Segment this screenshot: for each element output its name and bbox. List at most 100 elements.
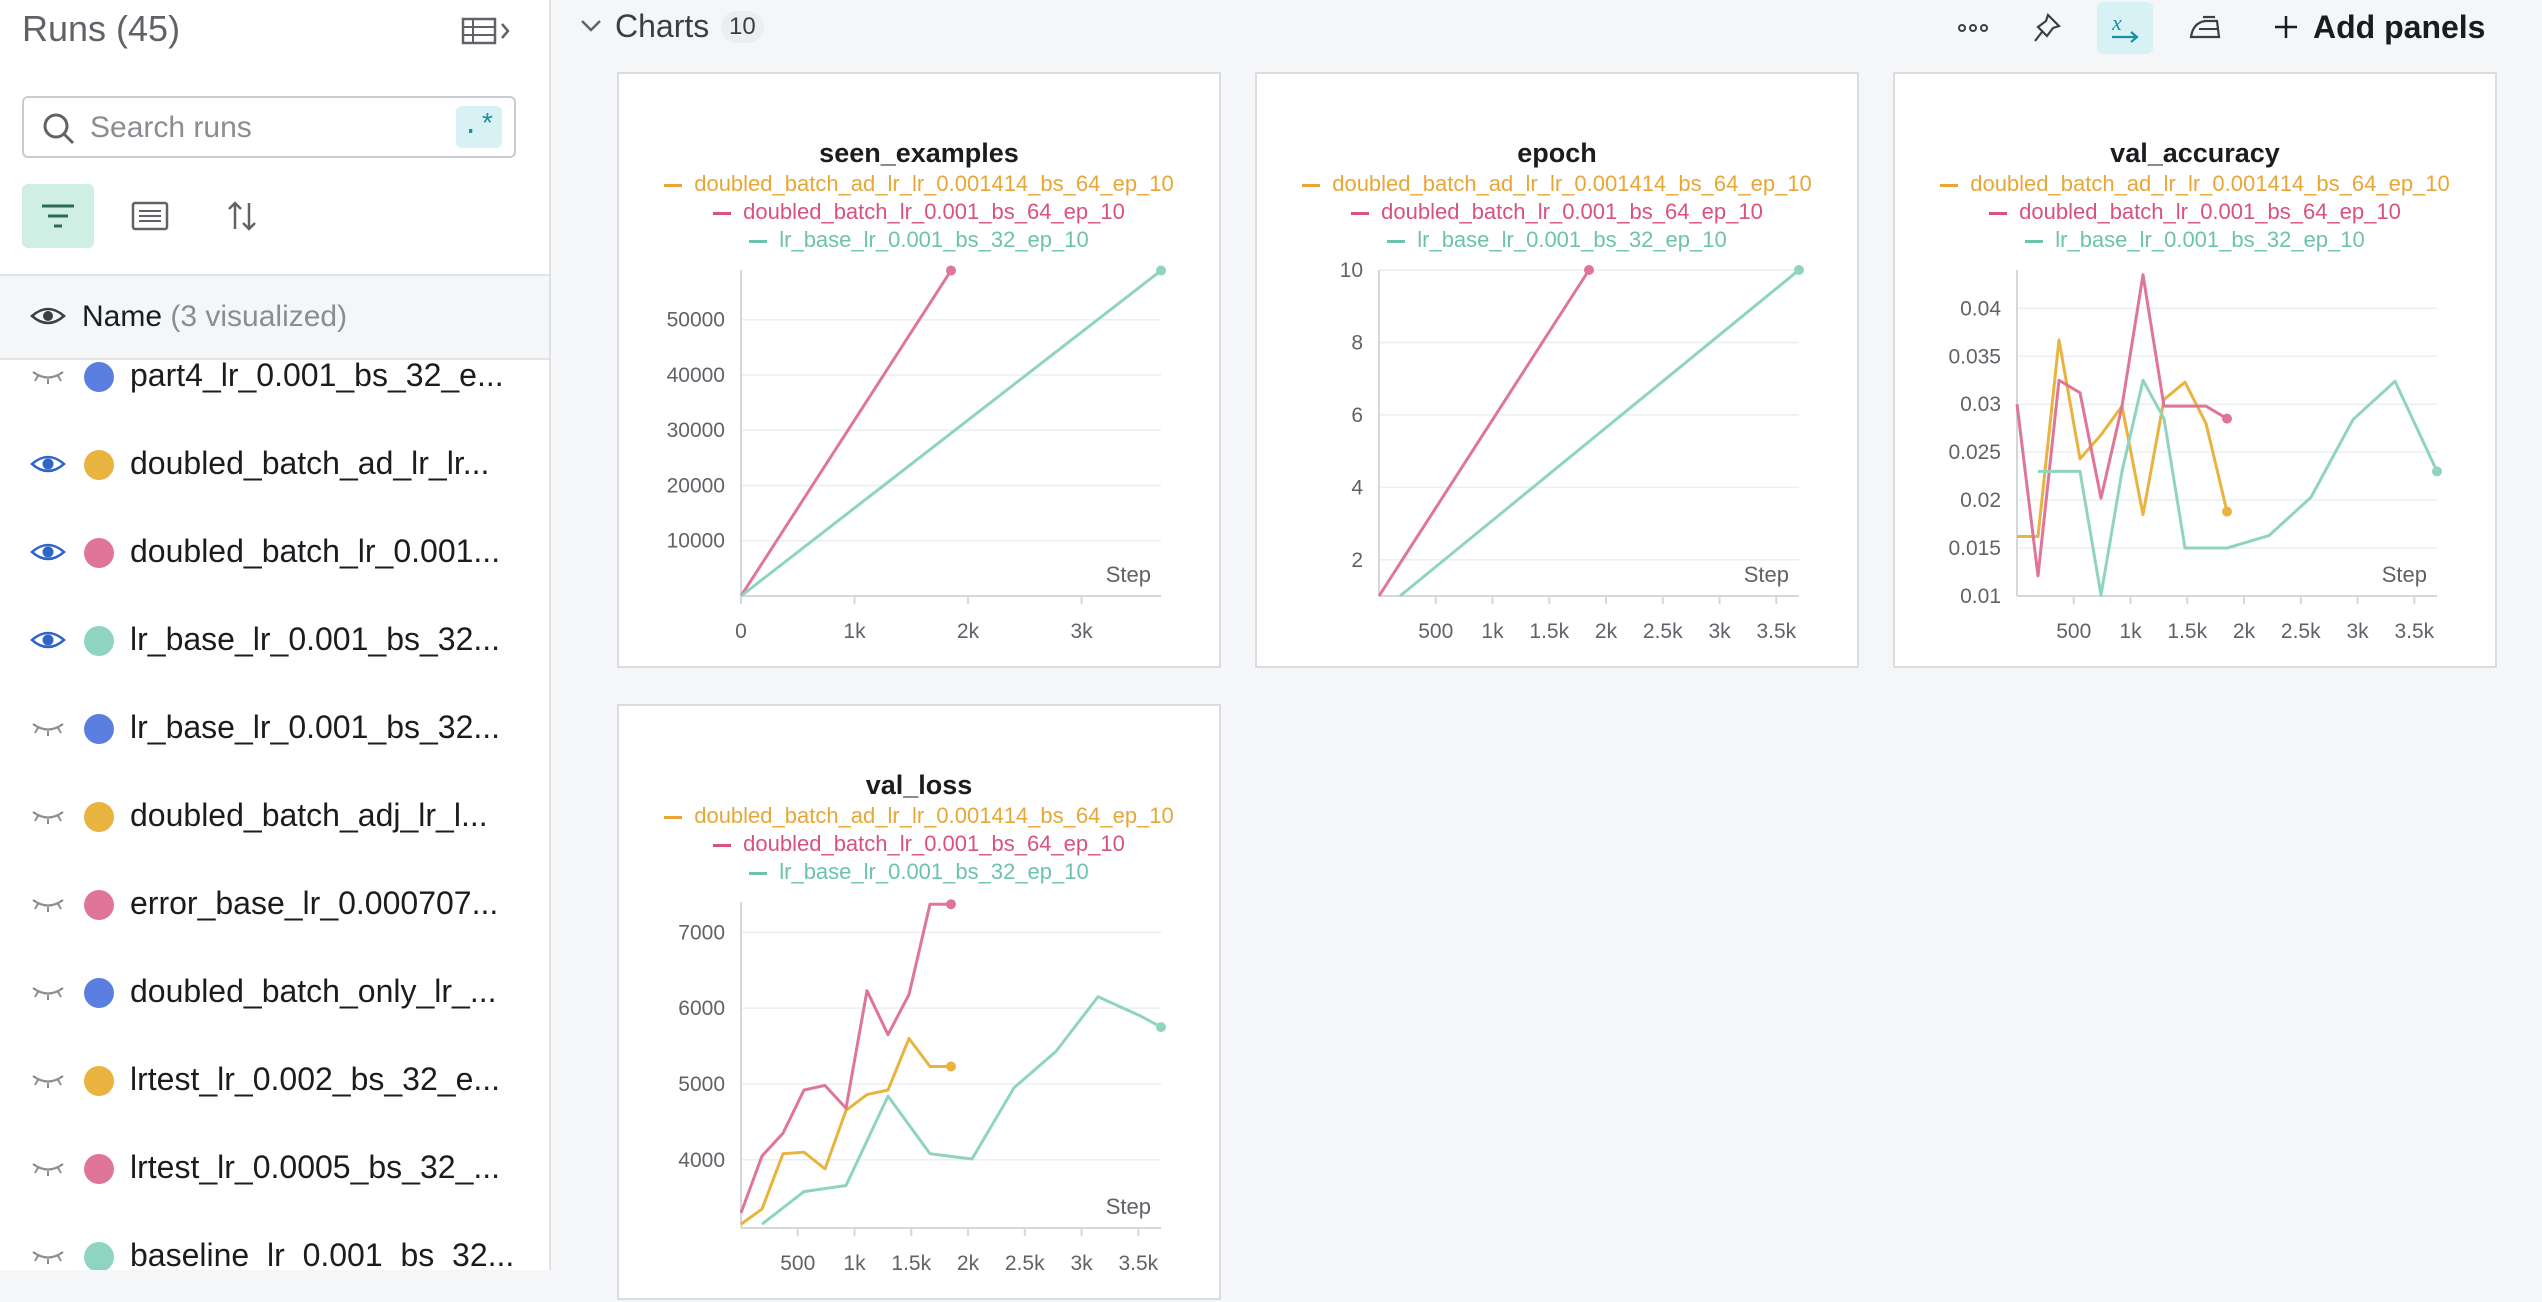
y-tick-label: 6: [1351, 404, 1363, 427]
run-row[interactable]: error_base_lr_0.000707...: [0, 861, 549, 949]
run-color-swatch[interactable]: [84, 978, 114, 1008]
run-color-swatch[interactable]: [84, 362, 114, 392]
chart-panel-val-loss[interactable]: val_loss doubled_batch_ad_lr_lr_0.001414_…: [617, 704, 1221, 1300]
eye-open-icon[interactable]: [30, 451, 66, 482]
chart-plot[interactable]: 10000 20000 30000 40000 50000 0 1k 2k 3k Step: [619, 74, 1223, 670]
group-button[interactable]: [114, 184, 186, 248]
eye-closed-icon[interactable]: [30, 715, 66, 746]
run-row[interactable]: lr_base_lr_0.001_bs_32...: [0, 685, 549, 773]
chart-panel-epoch[interactable]: epoch doubled_batch_ad_lr_lr_0.001414_bs_…: [1255, 72, 1859, 668]
run-color-swatch[interactable]: [84, 890, 114, 920]
x-tick-label: 2k: [957, 620, 980, 643]
charts-workspace: Charts 10 x Add panels seen_examples doub…: [551, 0, 2542, 1300]
series-line: [1377, 269, 1591, 597]
legend-item[interactable]: doubled_batch_lr_0.001_bs_64_ep_10: [1895, 198, 2495, 226]
run-name[interactable]: lr_base_lr_0.001_bs_32...: [130, 709, 501, 745]
run-color-swatch[interactable]: [84, 450, 114, 480]
legend-swatch: [1940, 183, 1959, 187]
run-color-swatch[interactable]: [84, 538, 114, 568]
series-line: [740, 1036, 951, 1226]
legend-label: lr_base_lr_0.001_bs_32_ep_10: [779, 859, 1089, 884]
x-axis-label: Step: [1744, 562, 1789, 587]
y-tick-label: 5000: [678, 1073, 725, 1096]
x-tick-label: 3.5k: [1756, 620, 1796, 643]
run-row[interactable]: doubled_batch_ad_lr_lr...: [0, 421, 549, 509]
run-color-swatch[interactable]: [84, 626, 114, 656]
legend-swatch: [1387, 239, 1406, 243]
run-name[interactable]: doubled_batch_ad_lr_lr...: [130, 445, 490, 481]
run-row[interactable]: baseline_lr_0.001_bs_32...: [0, 1213, 549, 1270]
run-row[interactable]: part4_lr_0.001_bs_32_e...: [0, 333, 549, 421]
run-row[interactable]: lr_base_lr_0.001_bs_32...: [0, 597, 549, 685]
chart-plot[interactable]: 0.01 0.015 0.02 0.025 0.03 0.035 0.04 500 1k 1.5k…: [1895, 74, 2499, 670]
eye-open-icon[interactable]: [30, 627, 66, 658]
legend-item[interactable]: lr_base_lr_0.001_bs_32_ep_10: [619, 858, 1219, 886]
chart-panel-val-accuracy[interactable]: val_accuracy doubled_batch_ad_lr_lr_0.001…: [1893, 72, 2497, 668]
eye-closed-icon[interactable]: [30, 803, 66, 834]
run-name[interactable]: doubled_batch_only_lr_...: [130, 973, 497, 1009]
run-name[interactable]: part4_lr_0.001_bs_32_e...: [130, 357, 504, 393]
run-row[interactable]: lrtest_lr_0.002_bs_32_e...: [0, 1037, 549, 1125]
eye-closed-icon[interactable]: [30, 979, 66, 1010]
run-color-swatch[interactable]: [84, 802, 114, 832]
name-column-header[interactable]: Name (3 visualized): [0, 274, 549, 360]
series-line: [740, 269, 1162, 598]
sort-icon: [228, 201, 256, 231]
legend-item[interactable]: doubled_batch_ad_lr_lr_0.001414_bs_64_ep…: [619, 802, 1219, 830]
run-row[interactable]: doubled_batch_adj_lr_l...: [0, 773, 549, 861]
chart-plot[interactable]: 4000 5000 6000 7000 500 1k 1.5k 2k 2.5k 3k 3.5k Ste…: [619, 706, 1223, 1302]
regex-toggle-button[interactable]: .*: [456, 106, 502, 148]
eye-closed-icon[interactable]: [30, 1155, 66, 1186]
run-name[interactable]: error_base_lr_0.000707...: [130, 885, 499, 921]
series-end-point: [946, 899, 956, 910]
eye-closed-icon[interactable]: [30, 891, 66, 922]
more-options-button[interactable]: [1945, 2, 2001, 54]
run-row[interactable]: lrtest_lr_0.0005_bs_32_...: [0, 1125, 549, 1213]
legend-item[interactable]: lr_base_lr_0.001_bs_32_ep_10: [619, 226, 1219, 254]
legend-item[interactable]: lr_base_lr_0.001_bs_32_ep_10: [1257, 226, 1857, 254]
chart-plot[interactable]: 2 4 6 8 10 500 1k 1.5k 2k 2.5k 3k 3.5k Step: [1257, 74, 1861, 670]
eye-closed-icon[interactable]: [30, 363, 66, 394]
x-axis-settings-button[interactable]: x: [2097, 2, 2153, 54]
run-name[interactable]: doubled_batch_adj_lr_l...: [130, 797, 488, 833]
legend-item[interactable]: doubled_batch_lr_0.001_bs_64_ep_10: [619, 830, 1219, 858]
x-tick-label: 500: [1418, 620, 1453, 643]
x-tick-label: 1.5k: [891, 1252, 931, 1275]
series-end-point: [946, 265, 956, 276]
sort-button[interactable]: [206, 184, 278, 248]
legend-item[interactable]: doubled_batch_ad_lr_lr_0.001414_bs_64_ep…: [1895, 170, 2495, 198]
run-color-swatch[interactable]: [84, 1154, 114, 1184]
legend-item[interactable]: doubled_batch_ad_lr_lr_0.001414_bs_64_ep…: [619, 170, 1219, 198]
y-tick-label: 0.02: [1960, 489, 2001, 512]
run-color-swatch[interactable]: [84, 1066, 114, 1096]
clear-button[interactable]: [2177, 2, 2233, 54]
chart-panel-seen-examples[interactable]: seen_examples doubled_batch_ad_lr_lr_0.00…: [617, 72, 1221, 668]
run-row[interactable]: doubled_batch_only_lr_...: [0, 949, 549, 1037]
eye-icon[interactable]: [30, 304, 66, 333]
run-color-swatch[interactable]: [84, 714, 114, 744]
legend-item[interactable]: doubled_batch_ad_lr_lr_0.001414_bs_64_ep…: [1257, 170, 1857, 198]
chevron-down-icon[interactable]: [579, 18, 603, 39]
eye-closed-icon[interactable]: [30, 1243, 66, 1270]
eye-closed-icon[interactable]: [30, 1067, 66, 1098]
table-view-icon[interactable]: [460, 14, 516, 48]
charts-section-header[interactable]: Charts 10: [551, 0, 2542, 54]
run-name[interactable]: lrtest_lr_0.002_bs_32_e...: [130, 1061, 501, 1097]
search-runs-field[interactable]: Search runs .*: [22, 96, 516, 158]
add-panels-button[interactable]: Add panels: [2273, 4, 2485, 50]
run-row[interactable]: doubled_batch_lr_0.001...: [0, 509, 549, 597]
run-color-swatch[interactable]: [84, 1242, 114, 1270]
run-name[interactable]: lrtest_lr_0.0005_bs_32_...: [130, 1149, 501, 1185]
run-name[interactable]: doubled_batch_lr_0.001...: [130, 533, 501, 569]
ellipsis-icon: [1958, 24, 1988, 32]
run-name[interactable]: lr_base_lr_0.001_bs_32...: [130, 621, 501, 657]
y-tick-label: 6000: [678, 997, 725, 1020]
legend-item[interactable]: doubled_batch_lr_0.001_bs_64_ep_10: [1257, 198, 1857, 226]
legend-item[interactable]: doubled_batch_lr_0.001_bs_64_ep_10: [619, 198, 1219, 226]
run-name[interactable]: baseline_lr_0.001_bs_32...: [130, 1237, 515, 1270]
x-tick-label: 500: [2056, 620, 2091, 643]
filter-button[interactable]: [22, 184, 94, 248]
pin-button[interactable]: [2019, 2, 2075, 54]
eye-open-icon[interactable]: [30, 539, 66, 570]
legend-item[interactable]: lr_base_lr_0.001_bs_32_ep_10: [1895, 226, 2495, 254]
